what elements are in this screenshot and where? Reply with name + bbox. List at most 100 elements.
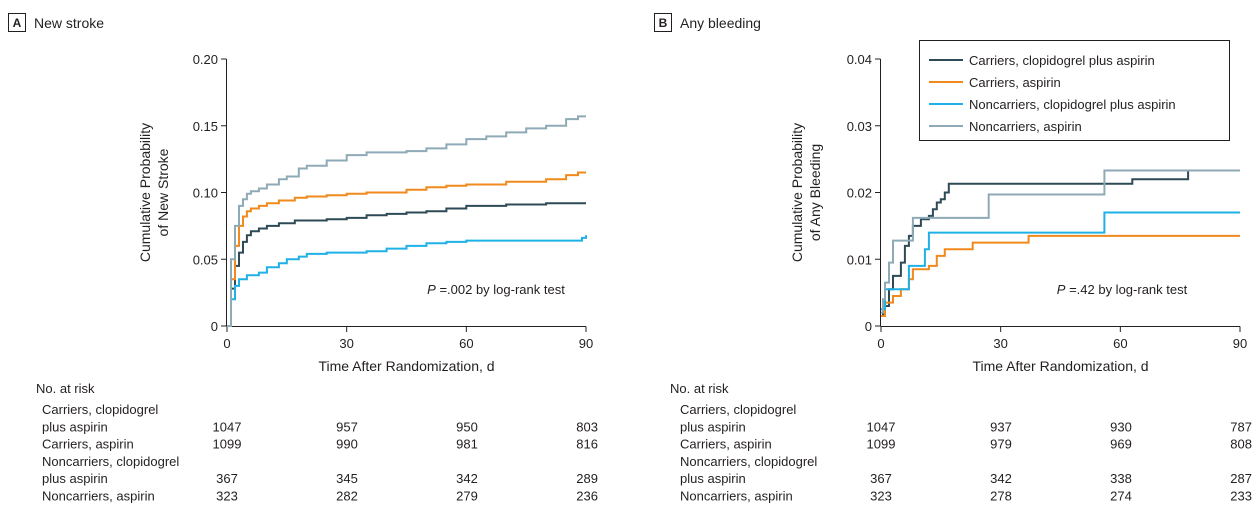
risk-cell: 338 xyxy=(1110,471,1132,486)
risk-row-label: plus aspirin xyxy=(680,419,746,434)
risk-row-label: plus aspirin xyxy=(42,471,108,486)
pvalue-p: P xyxy=(1057,282,1066,297)
panel-a: A New stroke 0 0.05 0.10 0.15 0.20 0 30 60 90 Time … xyxy=(8,13,593,374)
panel-b: B Any bleeding 0 0.01 0.02 0.03 0.04 0 30 60 90 Tim… xyxy=(654,13,1247,374)
risk-row-label: Noncarriers, clopidogrel xyxy=(680,454,817,469)
series-line-noncarriers-asp xyxy=(881,169,1240,314)
risk-cell: 289 xyxy=(576,471,598,486)
pvalue-text: =.002 by log-rank test xyxy=(436,282,565,297)
y-tick-label: 0 xyxy=(211,319,218,334)
series-line-carriers-asp xyxy=(227,171,586,327)
legend-box xyxy=(919,40,1230,141)
x-axis-label: Time After Randomization, d xyxy=(318,358,494,374)
y-axis-label-line1: Cumulative Probability xyxy=(137,123,153,262)
y-tick-label: 0 xyxy=(865,319,872,334)
pvalue-annotation: P =.002 by log-rank test xyxy=(427,282,565,297)
risk-cell: 990 xyxy=(336,437,358,452)
series-line-noncarriers-clop xyxy=(881,211,1240,311)
risk-row-label: plus aspirin xyxy=(680,471,746,486)
x-tick-label: 90 xyxy=(579,336,593,351)
legend-label: Carriers, aspirin xyxy=(969,75,1061,90)
legend-label: Noncarriers, aspirin xyxy=(969,119,1082,134)
panel-letter: A xyxy=(13,16,22,30)
risk-cell: 979 xyxy=(990,437,1012,452)
risk-cell: 957 xyxy=(336,419,358,434)
series-line-carriers-asp xyxy=(881,234,1240,317)
series-line-carriers-clop xyxy=(227,202,586,327)
y-tick-label: 0.10 xyxy=(193,186,218,201)
risk-cell: 367 xyxy=(870,471,892,486)
legend-label: Carriers, clopidogrel plus aspirin xyxy=(969,53,1155,68)
risk-row-label: Noncarriers, clopidogrel xyxy=(42,454,179,469)
y-tick-label: 0.04 xyxy=(847,52,872,67)
y-tick-label: 0.15 xyxy=(193,119,218,134)
x-tick-label: 30 xyxy=(993,336,1007,351)
risk-cell: 937 xyxy=(990,419,1012,434)
x-tick-label: 0 xyxy=(223,336,230,351)
risk-cell: 808 xyxy=(1230,437,1252,452)
y-tick-label: 0.01 xyxy=(847,252,872,267)
risk-row-label: Carriers, clopidogrel xyxy=(680,402,796,417)
risk-cell: 816 xyxy=(576,437,598,452)
panel-title: New stroke xyxy=(34,15,104,31)
y-axis-label-line2: of New Stroke xyxy=(155,148,171,236)
risk-row-label: Carriers, aspirin xyxy=(42,437,134,452)
risk-table-header: No. at risk xyxy=(36,381,95,396)
risk-table-header: No. at risk xyxy=(670,381,729,396)
risk-cell: 342 xyxy=(990,471,1012,486)
risk-cell: 323 xyxy=(870,489,892,504)
y-axis-label-line1: Cumulative Probability xyxy=(789,123,805,262)
risk-cell: 236 xyxy=(576,489,598,504)
risk-row-label: plus aspirin xyxy=(42,419,108,434)
risk-cell: 1047 xyxy=(867,419,896,434)
risk-cell: 278 xyxy=(990,489,1012,504)
risk-cell: 930 xyxy=(1110,419,1132,434)
risk-table-a: No. at risk Carriers, clopidogrel plus asp… xyxy=(36,381,598,504)
x-tick-label: 90 xyxy=(1233,336,1247,351)
risk-cell: 342 xyxy=(456,471,478,486)
risk-cell: 950 xyxy=(456,419,478,434)
series-line-carriers-clop xyxy=(881,169,1240,317)
x-axis-label: Time After Randomization, d xyxy=(972,358,1148,374)
panel-letter: B xyxy=(659,16,668,30)
risk-row-label: Noncarriers, aspirin xyxy=(42,489,155,504)
y-axis-label-line2: of Any Bleeding xyxy=(807,144,823,241)
risk-table-b: No. at risk Carriers, clopidogrel plus asp… xyxy=(670,381,1252,504)
risk-row-label: Carriers, aspirin xyxy=(680,437,772,452)
risk-cell: 274 xyxy=(1110,489,1132,504)
risk-cell: 1099 xyxy=(867,437,896,452)
legend: Carriers, clopidogrel plus aspirin Carrie… xyxy=(919,40,1230,141)
risk-cell: 969 xyxy=(1110,437,1132,452)
y-tick-label: 0.05 xyxy=(193,252,218,267)
pvalue-annotation: P =.42 by log-rank test xyxy=(1057,282,1188,297)
x-tick-label: 0 xyxy=(877,336,884,351)
risk-cell: 803 xyxy=(576,419,598,434)
x-tick-label: 30 xyxy=(339,336,353,351)
risk-row-label: Noncarriers, aspirin xyxy=(680,489,793,504)
risk-cell: 279 xyxy=(456,489,478,504)
risk-cell: 787 xyxy=(1230,419,1252,434)
risk-cell: 1047 xyxy=(213,419,242,434)
y-tick-label: 0.20 xyxy=(193,52,218,67)
pvalue-text: =.42 by log-rank test xyxy=(1065,282,1187,297)
risk-cell: 367 xyxy=(216,471,238,486)
risk-cell: 1099 xyxy=(213,437,242,452)
panel-letter-box xyxy=(8,13,26,32)
y-tick-label: 0.03 xyxy=(847,119,872,134)
panel-letter-box xyxy=(654,13,672,32)
series-line-noncarriers-asp xyxy=(227,115,586,327)
panel-title: Any bleeding xyxy=(680,15,761,31)
legend-label: Noncarriers, clopidogrel plus aspirin xyxy=(969,97,1176,112)
series-line-noncarriers-clop xyxy=(227,235,587,327)
y-tick-label: 0.02 xyxy=(847,186,872,201)
risk-cell: 345 xyxy=(336,471,358,486)
risk-cell: 282 xyxy=(336,489,358,504)
risk-cell: 287 xyxy=(1230,471,1252,486)
x-tick-label: 60 xyxy=(1113,336,1127,351)
pvalue-p: P xyxy=(427,282,436,297)
x-tick-label: 60 xyxy=(459,336,473,351)
risk-cell: 323 xyxy=(216,489,238,504)
risk-cell: 981 xyxy=(456,437,478,452)
risk-cell: 233 xyxy=(1230,489,1252,504)
